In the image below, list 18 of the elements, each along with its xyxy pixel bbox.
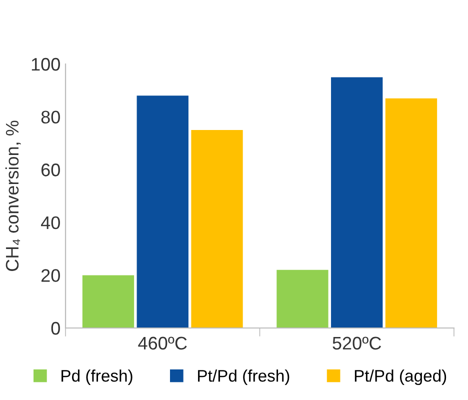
y-tick-label: 100 (32, 58, 60, 71)
y-tick-label: 40 (40, 216, 60, 230)
y-axis-title: CH₄ conversion, % (5, 120, 21, 272)
y-tick-label: 80 (41, 110, 60, 124)
bar (331, 77, 383, 328)
bar (385, 98, 438, 328)
x-tick-label: 460ºC (138, 336, 187, 350)
y-tick-label: 0 (51, 322, 60, 335)
legend-label: Pd (fresh) (62, 369, 132, 386)
bar (276, 270, 328, 328)
legend-label: Pt/Pd (fresh) (198, 369, 290, 386)
bar (82, 275, 134, 328)
y-tick-label: 60 (41, 164, 60, 176)
y-tick-label: 20 (41, 269, 60, 282)
legend-label: Pt/Pd (aged) (354, 369, 446, 386)
bar (191, 130, 243, 328)
bar (136, 96, 188, 328)
x-tick-label: 520ºC (332, 336, 382, 350)
